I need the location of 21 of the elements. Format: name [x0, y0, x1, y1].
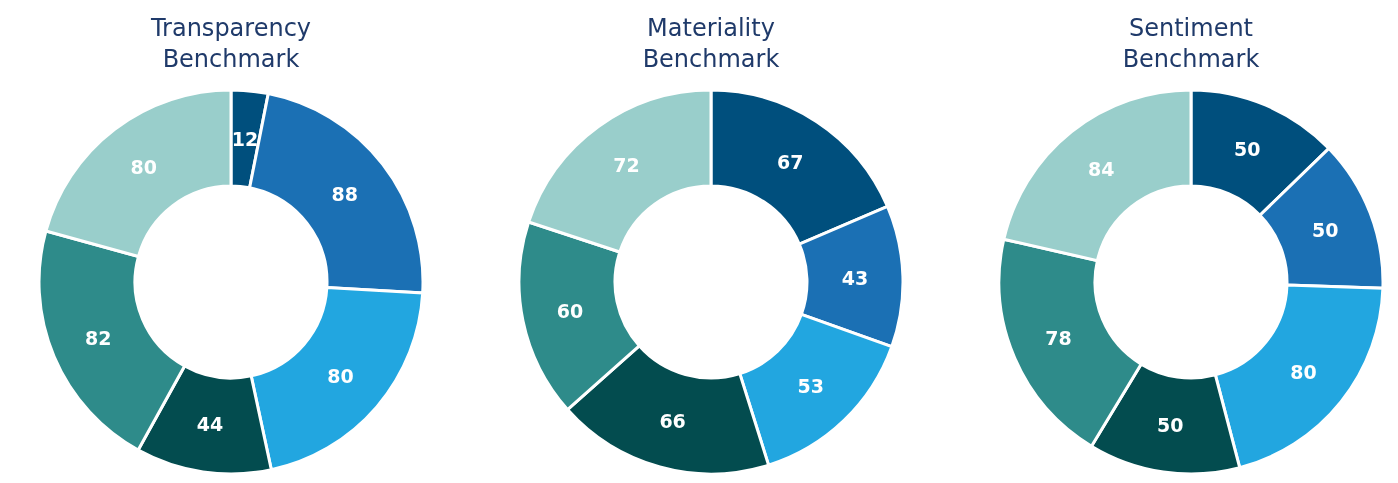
chart-title: Materiality Benchmark	[642, 14, 780, 73]
data-label: 66	[659, 409, 686, 432]
data-label: 43	[841, 266, 869, 289]
data-label: 60	[556, 300, 584, 323]
data-label: 50	[1157, 413, 1184, 436]
data-label: 78	[1045, 327, 1072, 350]
chart-title: Sentiment Benchmark	[1122, 14, 1260, 73]
data-label: 80	[130, 156, 157, 179]
data-label: 80	[1290, 360, 1317, 383]
data-label: 88	[331, 182, 359, 205]
data-label: 50	[1233, 138, 1261, 161]
data-label: 67	[777, 150, 804, 173]
data-label: 84	[1087, 158, 1115, 181]
data-label: 50	[1312, 219, 1339, 242]
chart-title: Transparency Benchmark	[149, 14, 312, 73]
data-label: 53	[797, 374, 825, 397]
data-label: 12	[231, 127, 259, 150]
data-label: 82	[85, 326, 112, 349]
data-label: 80	[327, 364, 354, 387]
data-label: 72	[613, 154, 640, 177]
data-label: 44	[196, 413, 224, 436]
